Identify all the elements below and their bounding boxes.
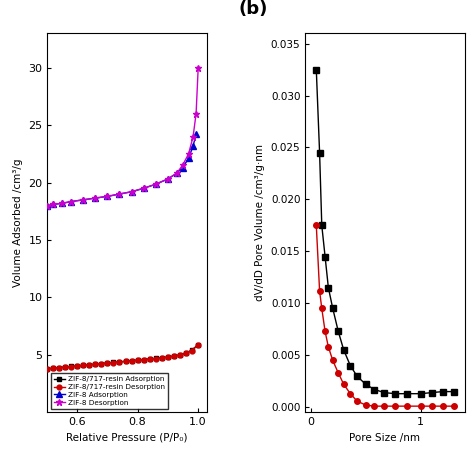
X-axis label: Pore Size /nm: Pore Size /nm: [349, 433, 420, 443]
Text: (b): (b): [238, 0, 268, 18]
Y-axis label: dV/dD Pore Volume /cm³/g·nm: dV/dD Pore Volume /cm³/g·nm: [255, 144, 265, 301]
X-axis label: Relative Pressure (P/P₀): Relative Pressure (P/P₀): [66, 433, 188, 443]
Legend: ZIF-8/717-resin Adsorption, ZIF-8/717-resin Desorption, ZIF-8 Adsorption, ZIF-8 : ZIF-8/717-resin Adsorption, ZIF-8/717-re…: [51, 374, 167, 409]
Y-axis label: Volume Adsorbed /cm³/g: Volume Adsorbed /cm³/g: [13, 158, 23, 287]
